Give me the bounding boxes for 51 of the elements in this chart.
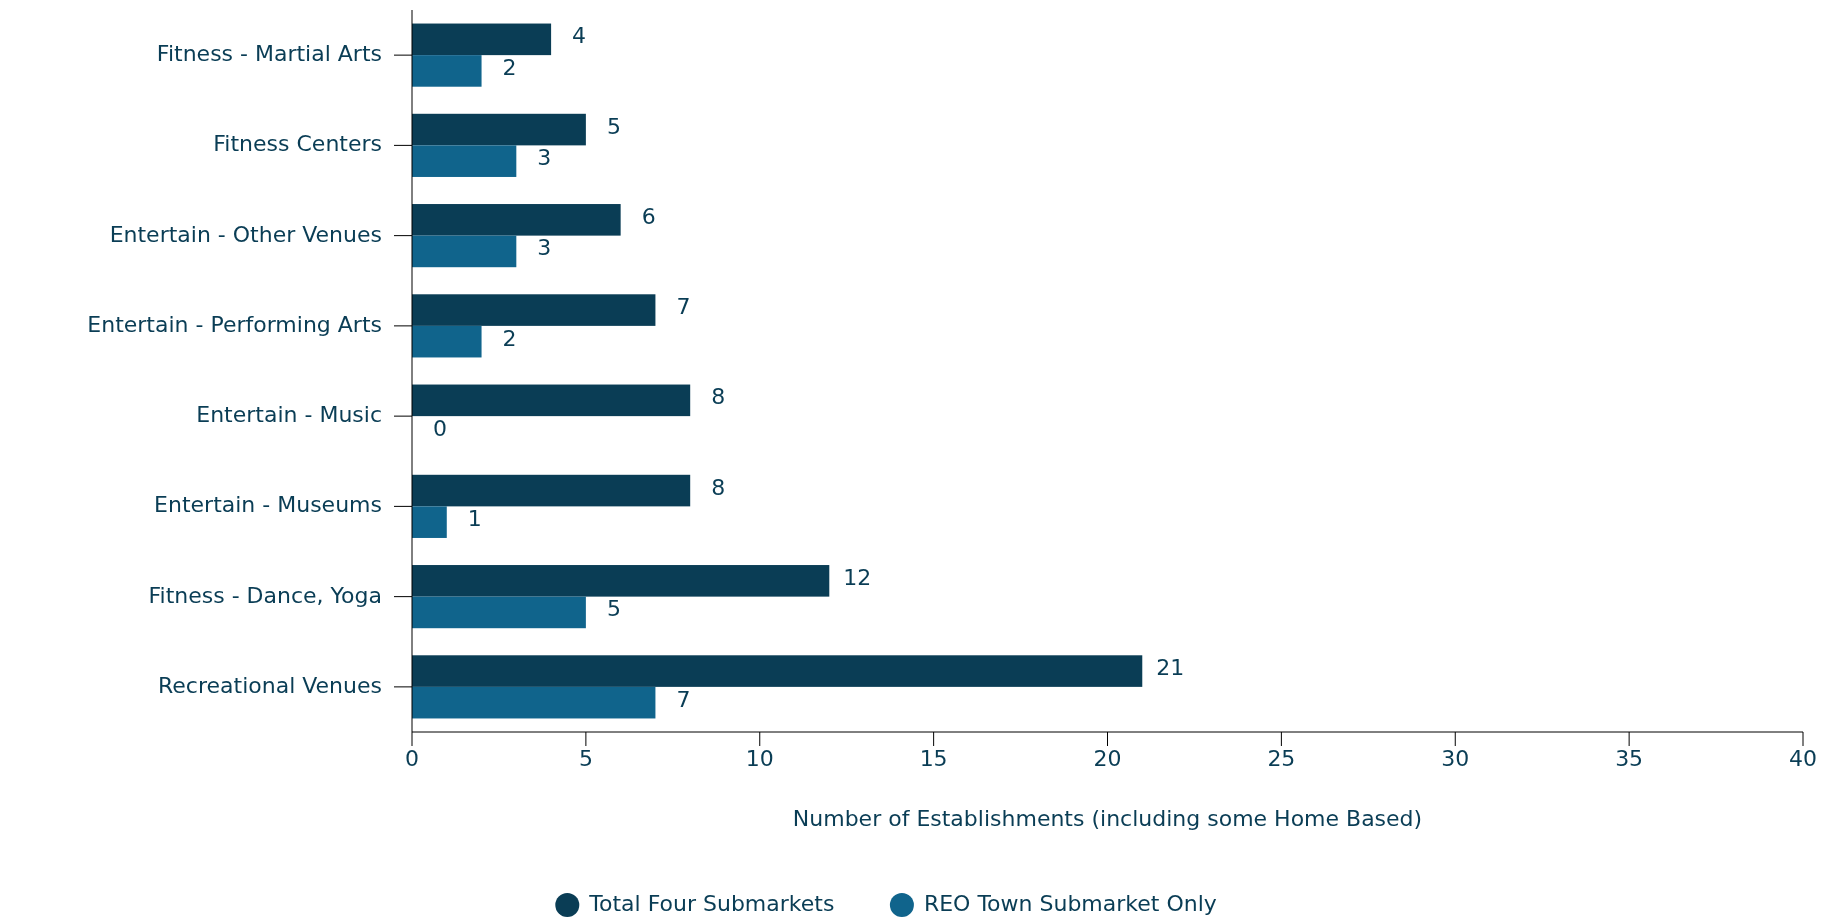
data-label: 3	[537, 235, 552, 261]
y-tick-label: Entertain - Music	[196, 402, 382, 428]
bar	[412, 325, 482, 358]
y-tick-label: Entertain - Other Venues	[109, 221, 382, 247]
data-label: 5	[606, 113, 621, 139]
x-tick-label: 40	[1789, 746, 1817, 771]
data-label: 12	[843, 564, 872, 590]
bar	[412, 384, 691, 417]
bar	[412, 145, 517, 177]
data-label: 5	[606, 596, 621, 622]
bar	[412, 686, 656, 719]
bar	[412, 506, 447, 538]
bar	[412, 596, 586, 629]
x-tick-label: 30	[1441, 746, 1470, 771]
y-tick-label: Fitness Centers	[213, 131, 382, 157]
data-label: 4	[572, 23, 587, 49]
data-label: 1	[467, 506, 482, 532]
y-tick-label: Recreational Venues	[158, 672, 382, 698]
y-tick-label: Fitness - Martial Arts	[156, 41, 382, 67]
data-label: 7	[676, 686, 691, 712]
data-label: 7	[676, 294, 691, 320]
x-tick-label: 15	[919, 746, 948, 771]
data-label: 2	[502, 325, 517, 351]
x-axis-title: Number of Establishments (including some Home Based)	[792, 806, 1423, 831]
y-tick-label: Entertain - Performing Arts	[87, 311, 382, 337]
data-label: 8	[711, 474, 726, 500]
data-label: 2	[502, 54, 517, 80]
bar	[412, 235, 517, 268]
x-tick-label: 35	[1615, 746, 1644, 771]
bar	[412, 23, 552, 56]
bar	[412, 55, 482, 87]
data-label: 21	[1156, 655, 1185, 681]
x-tick-label: 10	[745, 746, 774, 771]
data-label: 0	[433, 415, 447, 441]
x-tick-label: 25	[1267, 746, 1296, 771]
legend-label: Total Four Submarkets	[588, 891, 835, 916]
x-tick-label: 5	[578, 746, 593, 771]
y-tick-label: Entertain - Museums	[154, 492, 382, 518]
bar	[412, 113, 586, 146]
x-tick-label: 20	[1093, 746, 1122, 771]
bar	[412, 204, 621, 236]
legend-label: REO Town Submarket Only	[923, 891, 1217, 916]
bar	[412, 294, 656, 326]
bar	[412, 565, 830, 597]
x-tick-label: 0	[405, 746, 419, 771]
data-label: 3	[537, 145, 552, 171]
bar	[412, 474, 691, 507]
bar	[412, 655, 1143, 687]
data-label: 8	[711, 384, 726, 410]
data-label: 6	[641, 203, 656, 229]
y-tick-label: Fitness - Dance, Yoga	[148, 582, 382, 608]
